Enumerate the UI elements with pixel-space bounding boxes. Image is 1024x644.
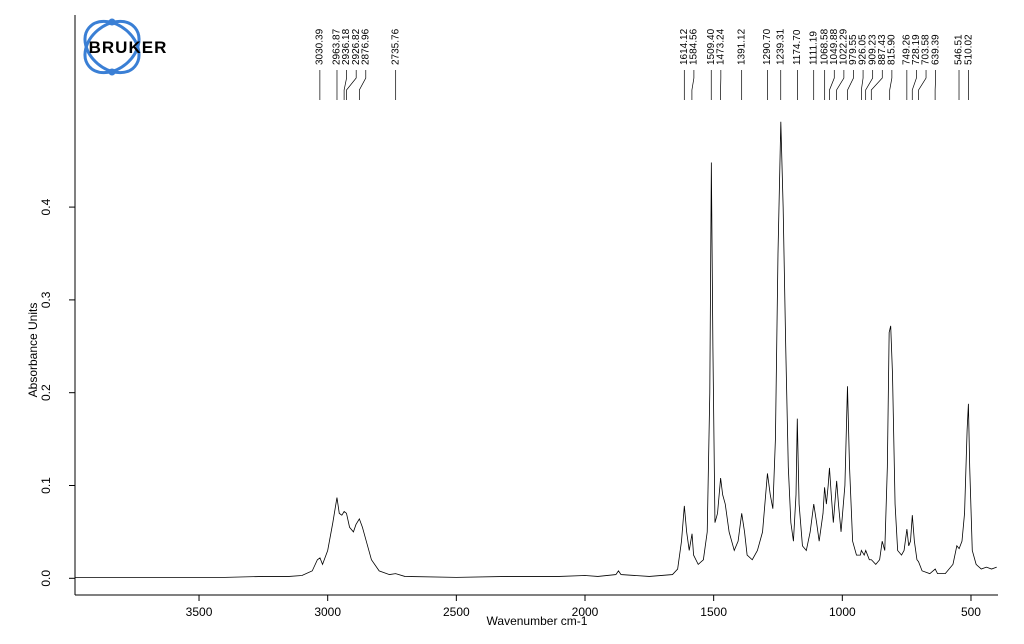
peak-label: 2926.82: [351, 28, 362, 65]
x-tick-label: 500: [961, 605, 981, 619]
peak-label: 887.43: [877, 34, 888, 65]
x-tick-label: 2500: [443, 605, 470, 619]
peak-label: 1174.70: [792, 29, 803, 65]
peak-marker: [889, 70, 893, 100]
y-tick-label: 0.4: [39, 198, 53, 215]
peak-label: 2963.87: [332, 28, 343, 65]
peak-label: 749.26: [901, 34, 912, 65]
y-tick-label: 0.0: [39, 570, 53, 587]
peak-label: 909.23: [867, 34, 878, 65]
y-tick-label: 0.3: [39, 291, 53, 308]
x-tick-label: 3500: [186, 605, 213, 619]
peak-label: 2735.76: [390, 28, 401, 65]
x-tick-label: 1500: [700, 605, 727, 619]
peak-marker: [870, 70, 883, 100]
peak-label: 1614.12: [679, 28, 690, 65]
y-tick-label: 0.2: [39, 384, 53, 401]
peak-label: 1290.70: [762, 28, 773, 65]
peak-marker: [934, 70, 936, 100]
peak-label: 1068.58: [819, 28, 830, 65]
spectrum-line: [75, 121, 997, 578]
peak-label: 1391.12: [736, 28, 747, 65]
peak-marker: [829, 70, 835, 100]
peak-label: 3030.39: [315, 28, 326, 65]
peak-marker: [691, 70, 695, 100]
peak-marker: [836, 70, 845, 100]
peak-marker: [865, 70, 874, 100]
peak-label: 815.90: [887, 34, 898, 65]
x-tick-label: 3000: [314, 605, 341, 619]
peak-label: 2876.96: [360, 28, 371, 65]
peak-marker: [343, 70, 347, 100]
peak-marker: [918, 70, 927, 100]
y-axis-label: Absorbance Units: [26, 303, 40, 398]
peak-label: 2936.18: [341, 28, 352, 65]
peak-label: 546.51: [954, 34, 965, 65]
x-tick-label: 2000: [572, 605, 599, 619]
peak-label: 1239.31: [775, 28, 786, 65]
peak-label: 639.39: [930, 34, 941, 65]
peak-marker: [847, 70, 854, 100]
y-tick-label: 0.1: [39, 477, 53, 494]
logo: BRUKER: [83, 18, 168, 76]
logo-text: BRUKER: [89, 38, 168, 57]
peak-label: 703.58: [921, 34, 932, 65]
peak-marker: [358, 70, 367, 100]
x-axis-label: Wavenumber cm-1: [487, 614, 588, 628]
peak-label: 979.55: [848, 34, 859, 65]
peak-label: 1473.24: [715, 28, 726, 65]
peak-marker: [346, 70, 357, 100]
peak-label: 728.19: [911, 34, 922, 65]
peak-label: 1111.19: [808, 31, 819, 65]
peak-marker: [911, 70, 917, 100]
peak-label: 1584.56: [689, 28, 700, 65]
x-tick-label: 1000: [829, 605, 856, 619]
peak-label: 1022.29: [839, 28, 850, 65]
peak-label: 510.02: [963, 34, 974, 65]
peak-label: 1509.40: [706, 28, 717, 65]
peak-label: 926.05: [858, 34, 869, 65]
peak-marker: [861, 70, 864, 100]
peak-label: 1049.88: [829, 28, 840, 65]
